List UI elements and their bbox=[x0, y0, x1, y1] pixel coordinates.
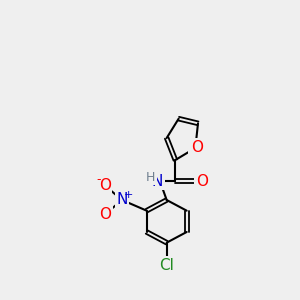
Text: N: N bbox=[116, 193, 128, 208]
Text: Cl: Cl bbox=[159, 258, 174, 273]
Text: O: O bbox=[196, 174, 208, 189]
Text: H: H bbox=[146, 171, 155, 184]
Text: +: + bbox=[123, 190, 133, 200]
Text: O: O bbox=[99, 178, 111, 193]
Text: N: N bbox=[152, 174, 163, 189]
Text: O: O bbox=[191, 140, 203, 155]
Text: -: - bbox=[96, 173, 101, 187]
Text: O: O bbox=[99, 207, 111, 222]
